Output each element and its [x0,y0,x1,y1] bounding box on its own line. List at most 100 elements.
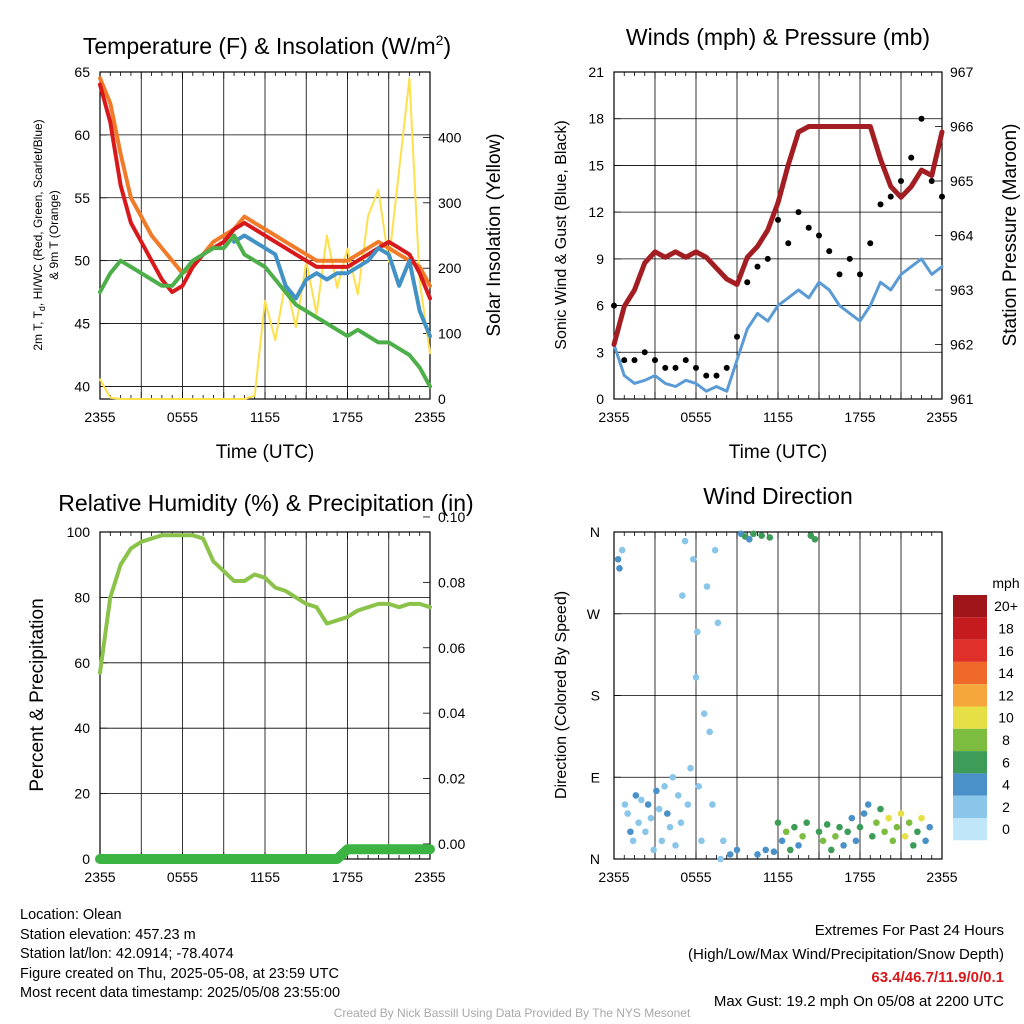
wind-direction-point [901,832,909,840]
wind-direction-point [664,810,671,817]
wind-panel-y2tick-label: 965 [950,173,974,189]
wind-gust-point [652,357,658,364]
wind-gust-point [682,357,689,364]
wind-panel-y2tick-label: 964 [950,228,974,244]
wind-panel-xtick-label: 0555 [680,409,711,425]
temp-panel-y2tick-label: 200 [438,260,462,276]
colorbar-swatch [953,795,987,818]
colorbar-swatch [953,751,987,774]
wind-panel-xtick-label: 1755 [844,409,875,425]
temp-panel-ytick-label: 65 [74,64,90,80]
temp-panel-y2tick-label: 400 [438,129,462,145]
wind-direction-point [877,805,884,813]
rh-panel-xtick-label: 0555 [167,869,198,885]
wind-direction-point [836,823,843,831]
wind-panel-title: Winds (mph) & Pressure (mb) [626,24,930,50]
wind-direction-point [832,832,839,840]
wind-gust-point [764,255,771,262]
wind-gust-point [918,115,925,122]
wind-direction-point [910,842,917,849]
wind-direction-point [922,837,929,845]
wind-direction-point [860,810,868,817]
wind-direction-point [717,855,724,863]
wind-gust-point [867,240,874,247]
dir-panel-ylabel: Direction (Colored By Speed) [553,591,570,799]
temp-panel-xtick-label: 2355 [84,409,115,425]
wind-panel-ytick-label: 3 [596,344,604,360]
wind-direction-point [642,828,649,836]
wind-direction-point [864,801,872,808]
colorbar-label: 2 [1002,799,1010,815]
wind-gust-point [662,364,669,371]
wind-direction-point [926,823,933,831]
wind-direction-point [733,846,741,854]
wind-direction-point [914,828,921,836]
colorbar-swatch [953,639,987,662]
wind-direction-point [635,819,642,826]
wind-gust-point [693,364,699,371]
wind-gust-point [908,154,915,161]
wind-direction-point [616,565,623,572]
wind-direction-point [647,814,655,822]
pressure-line [611,124,945,347]
wind-direction-point [778,837,786,845]
wind-gust-point [928,178,935,184]
wind-direction-point [819,837,827,845]
temp-panel-ylabel-line2: & 9m T (Orange) [47,190,61,280]
wind-direction-point [803,819,810,826]
wind-panel-xlabel: Time (UTC) [729,442,828,463]
wind-gust-point [621,357,628,364]
temp-ylabel-sub: d [37,306,47,311]
wind-gust-point [754,263,761,270]
wind-direction-point [762,846,769,854]
wind-direction-point [698,837,705,845]
colorbar-swatch [953,818,987,841]
colorbar-swatch [953,661,987,685]
wind-gust-point [734,333,740,340]
rh-panel-y2tick-label: 0.08 [438,574,465,590]
dir-panel-ytick-label: W [587,606,601,622]
wind-direction-point [852,837,860,845]
temp-panel-title: Temperature (F) & Insolation (W/m2) [83,32,451,59]
temp-panel-y2tick-label: 0 [438,391,446,407]
wind-direction-point [700,710,708,717]
station-elevation: Station elevation: 457.23 m [20,926,196,943]
colorbar-swatch [953,684,987,707]
dir-panel-ytick-label: E [591,769,600,785]
wind-gust-point [887,193,894,200]
wind-speed-line [612,257,944,393]
wind-direction-point [726,851,734,858]
wind-direction-point [709,801,716,808]
colorbar-label: 10 [998,710,1014,726]
wind-direction-point [689,555,697,563]
wind-gust-point [723,364,730,371]
wind-panel-ylabel: Sonic Wind & Gust (Blue, Black) [553,120,570,349]
colorbar-swatch [953,728,987,752]
insolation-line [99,77,431,400]
temp-panel-ytick-label: 55 [74,190,90,206]
wind-direction-point [869,832,876,840]
colorbar-label: 18 [998,620,1014,636]
wind-direction-point [889,837,897,845]
dir-panel-title: Wind Direction [703,483,853,509]
wind-panel-xtick-label: 2355 [926,409,957,425]
temp-series-line-2 [232,233,432,339]
extremes-title: Extremes For Past 24 Hours [814,922,1004,939]
rh-line [98,533,432,675]
wind-panel-ytick-label: 21 [588,64,604,80]
temp-panel-y2tick-label: 300 [438,195,462,211]
wind-direction-point [770,848,778,856]
wind-direction-point [714,619,722,627]
wind-direction-point [791,823,798,831]
wind-panel-ytick-label: 18 [588,111,604,127]
rh-panel-xtick-label: 2355 [84,869,115,885]
wind-direction-point [782,828,790,836]
rh-panel-y2tick-label: 0.06 [438,640,465,656]
colorbar-swatch [953,706,987,729]
rh-panel-ytick-label: 100 [67,524,91,540]
wind-panel-ytick-label: 6 [596,298,604,314]
wind-panel-y2label: Station Pressure (Maroon) [1000,124,1021,347]
wind-direction-point [873,819,880,826]
wind-direction-point [684,801,692,808]
wind-gust-point [877,201,884,208]
